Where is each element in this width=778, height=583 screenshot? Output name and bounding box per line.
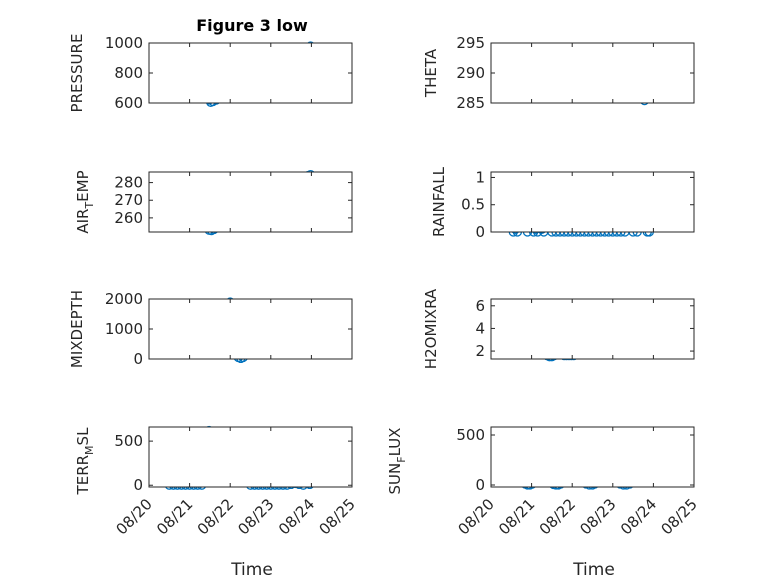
y-tick-label: 285 bbox=[456, 94, 485, 112]
y-tick-label: 260 bbox=[114, 209, 143, 227]
figure-title: Figure 3 low bbox=[196, 16, 308, 35]
split-ylabel-terr-msl: TERRMSL bbox=[74, 427, 96, 496]
ylabel-pressure: PRESSURE bbox=[68, 34, 86, 113]
split-ylabel-air-temp: AIRTEMP bbox=[74, 170, 96, 233]
ylabel-rainfall: RAINFALL bbox=[430, 166, 448, 237]
y-tick-label: 2000 bbox=[105, 290, 143, 308]
y-tick-label: 1000 bbox=[105, 320, 143, 338]
y-tick-label: 800 bbox=[114, 64, 143, 82]
y-tick-label: 295 bbox=[456, 34, 485, 52]
axes-frame bbox=[148, 42, 353, 104]
axes-frame bbox=[148, 426, 353, 488]
y-tick-label: 500 bbox=[114, 432, 143, 450]
y-tick-label: 600 bbox=[114, 94, 143, 112]
subplot-mixdepth: 0 1000 2000 MIXDEPTH bbox=[68, 290, 353, 368]
y-tick-label: 6 bbox=[475, 297, 485, 315]
xlabel-left: Time bbox=[230, 560, 273, 580]
ylabel-sun-flux-rest: LUX bbox=[386, 428, 404, 457]
y-tick-label: 290 bbox=[456, 64, 485, 82]
y-tick-label: 0.5 bbox=[461, 196, 485, 214]
y-tick-label: 2 bbox=[475, 342, 485, 360]
ylabel-terr-msl: TERRMSL bbox=[74, 427, 96, 496]
ylabel-sun-flux-base: SUN bbox=[386, 463, 404, 495]
axes-frame bbox=[490, 298, 695, 360]
xlabel-right: Time bbox=[572, 560, 615, 580]
axes-frame bbox=[490, 426, 695, 488]
y-tick-label: 1000 bbox=[105, 34, 143, 52]
ylabel-terr-msl-base: TERR bbox=[74, 455, 92, 496]
subplot-pressure: 600 800 1000 PRESSURE bbox=[68, 34, 353, 113]
ylabel-air-temp-rest: EMP bbox=[74, 170, 92, 201]
axes-frame bbox=[490, 171, 695, 233]
ylabel-sun-flux: SUNFLUX bbox=[386, 428, 408, 495]
subplot-theta: 285 290 295 THETA bbox=[422, 34, 695, 112]
y-tick-label: 270 bbox=[114, 191, 143, 209]
ylabel-air-temp-sub: T bbox=[83, 202, 96, 210]
y-tick-label: 1 bbox=[475, 168, 485, 186]
axes-frame bbox=[148, 171, 353, 233]
subplot-rainfall: 0 0.5 1 RAINFALL bbox=[430, 166, 695, 241]
y-tick-label: 500 bbox=[456, 426, 485, 444]
y-tick-label: 4 bbox=[475, 319, 485, 337]
y-tick-label: 280 bbox=[114, 174, 143, 192]
ylabel-air-temp-base: AIR bbox=[74, 209, 92, 234]
subplot-h2omixra: 2 4 6 H2OMIXRA bbox=[422, 288, 695, 369]
y-tick-label: 0 bbox=[133, 476, 143, 494]
ylabel-theta: THETA bbox=[422, 48, 440, 98]
y-tick-label: 0 bbox=[475, 476, 485, 494]
axes-frame bbox=[148, 298, 353, 360]
y-tick-label: 0 bbox=[475, 223, 485, 241]
ylabel-air-temp: AIRTEMP bbox=[74, 170, 96, 233]
ylabel-terr-msl-rest: SL bbox=[74, 427, 92, 446]
split-ylabel-sun-flux: SUNFLUX bbox=[386, 428, 408, 495]
ylabel-terr-msl-sub: M bbox=[83, 445, 96, 455]
ylabel-mixdepth: MIXDEPTH bbox=[68, 290, 86, 368]
ylabel-sun-flux-sub: F bbox=[395, 456, 408, 462]
axes-frame bbox=[490, 42, 695, 104]
y-tick-label: 0 bbox=[133, 350, 143, 368]
ylabel-h2omixra: H2OMIXRA bbox=[422, 288, 440, 369]
